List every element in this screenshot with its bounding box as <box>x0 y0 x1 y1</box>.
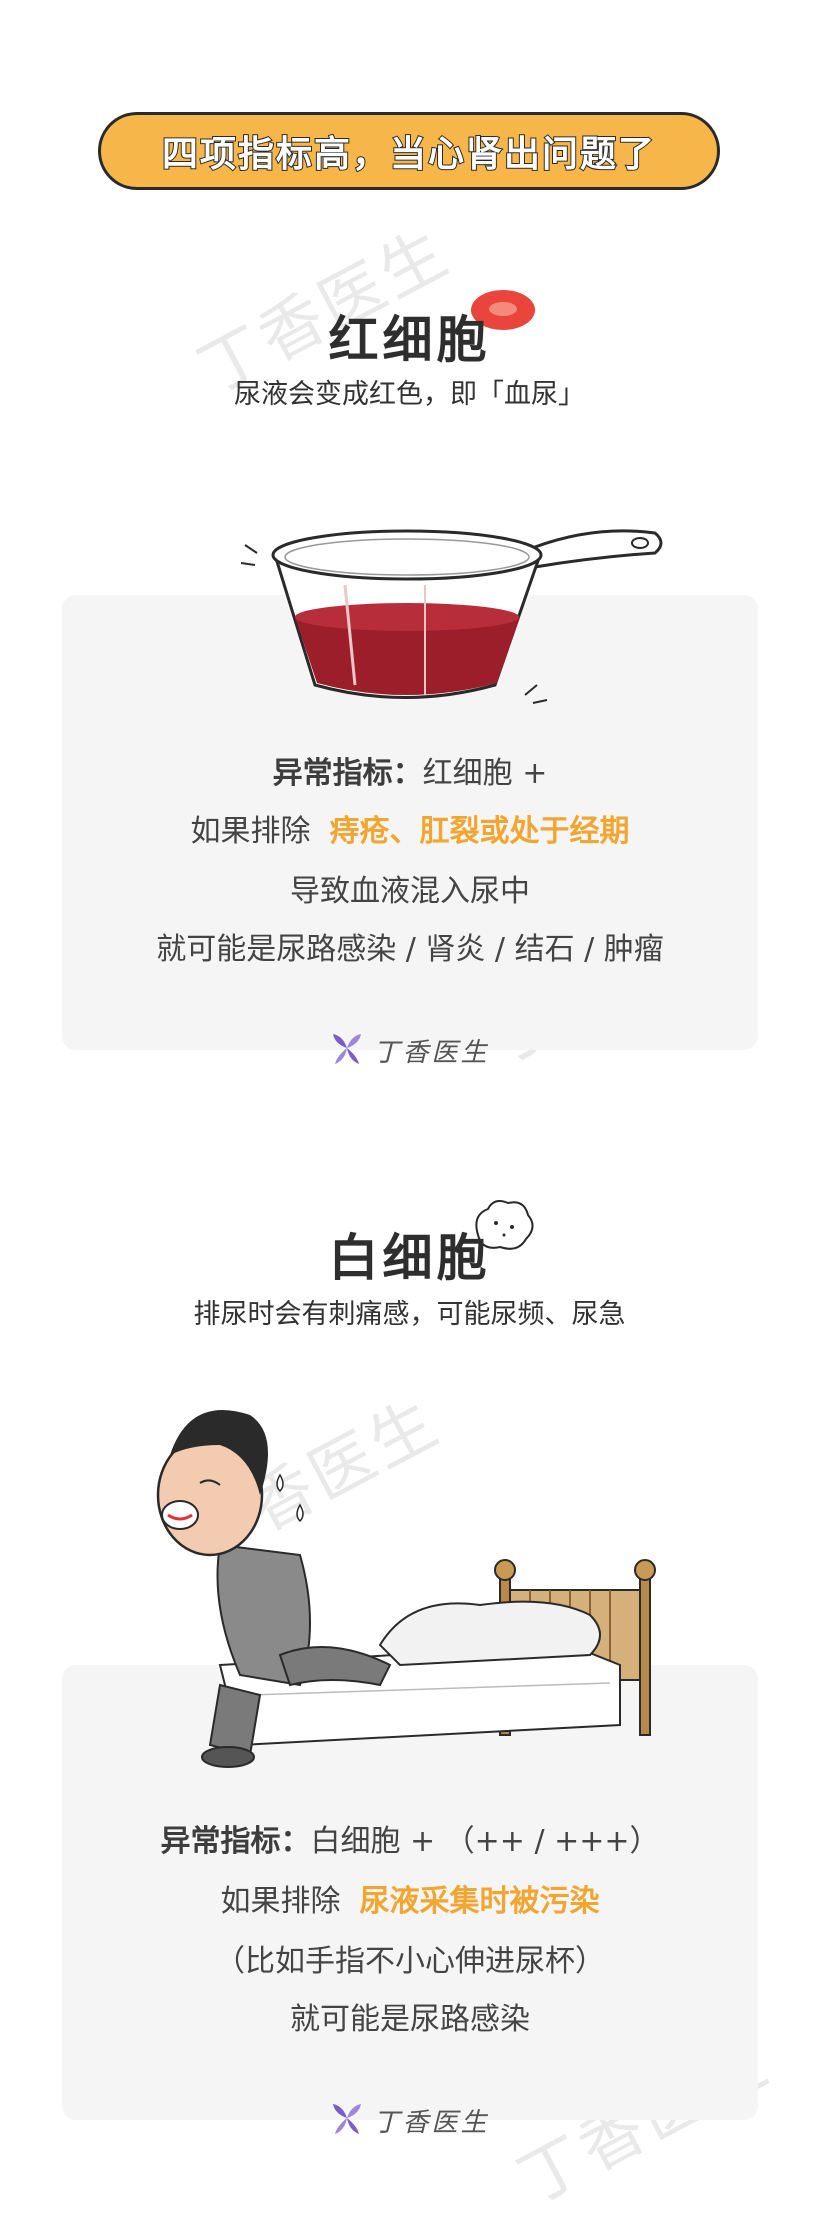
section-title-red-blood-cell: 红细胞 <box>328 311 491 369</box>
exclude-prefix: 如果排除 <box>220 1884 341 1919</box>
section-subtitle: 尿液会变成红色，即「血尿」 <box>234 379 585 410</box>
header-banner: 四项指标高，当心肾出问题了 <box>98 112 720 190</box>
info-card <box>62 1665 758 2120</box>
section-title-white-blood-cell: 白细胞 <box>328 1229 491 1287</box>
brand-name: 丁香医生 <box>373 1037 490 1068</box>
red-cell-icon <box>468 285 538 339</box>
indicator-value: 白细胞 + （++ / +++） <box>310 1824 660 1859</box>
brand-logo: 丁香医生 <box>0 1030 819 1070</box>
indicator-line: 异常指标：白细胞 + （++ / +++） <box>62 1816 758 1860</box>
exclude-line: 如果排除 痔疮、肛裂或处于经期 <box>62 806 758 850</box>
brand-name: 丁香医生 <box>373 2107 490 2138</box>
indicator-label: 异常指标： <box>160 1824 311 1859</box>
indicator-value: 红细胞 + <box>422 756 548 791</box>
page-title: 四项指标高，当心肾出问题了 <box>161 133 656 176</box>
brand-logo: 丁香医生 <box>0 2100 819 2140</box>
clove-flower-icon <box>329 1030 365 1070</box>
diagnosis-line: 就可能是尿路感染 / 肾炎 / 结石 / 肿瘤 <box>156 932 664 967</box>
diagnosis-line: 就可能是尿路感染 <box>290 2002 530 2037</box>
indicator-label: 异常指标： <box>272 756 423 791</box>
clove-flower-icon <box>329 2100 365 2140</box>
man-in-pain-illustration <box>150 1365 670 1789</box>
exclude-line: 如果排除 尿液采集时被污染 <box>62 1876 758 1920</box>
indicator-line: 异常指标：红细胞 + <box>62 748 758 792</box>
white-cell-icon <box>468 1195 538 1259</box>
exclude-highlight: 尿液采集时被污染 <box>359 1884 600 1919</box>
example-line: （比如手指不小心伸进尿杯） <box>215 1944 605 1979</box>
urine-cup-illustration <box>235 505 665 729</box>
exclude-prefix: 如果排除 <box>190 814 311 849</box>
exclude-highlight: 痔疮、肛裂或处于经期 <box>329 814 630 849</box>
section-subtitle: 排尿时会有刺痛感，可能尿频、尿急 <box>193 1299 626 1330</box>
cause-line: 导致血液混入尿中 <box>290 874 530 909</box>
